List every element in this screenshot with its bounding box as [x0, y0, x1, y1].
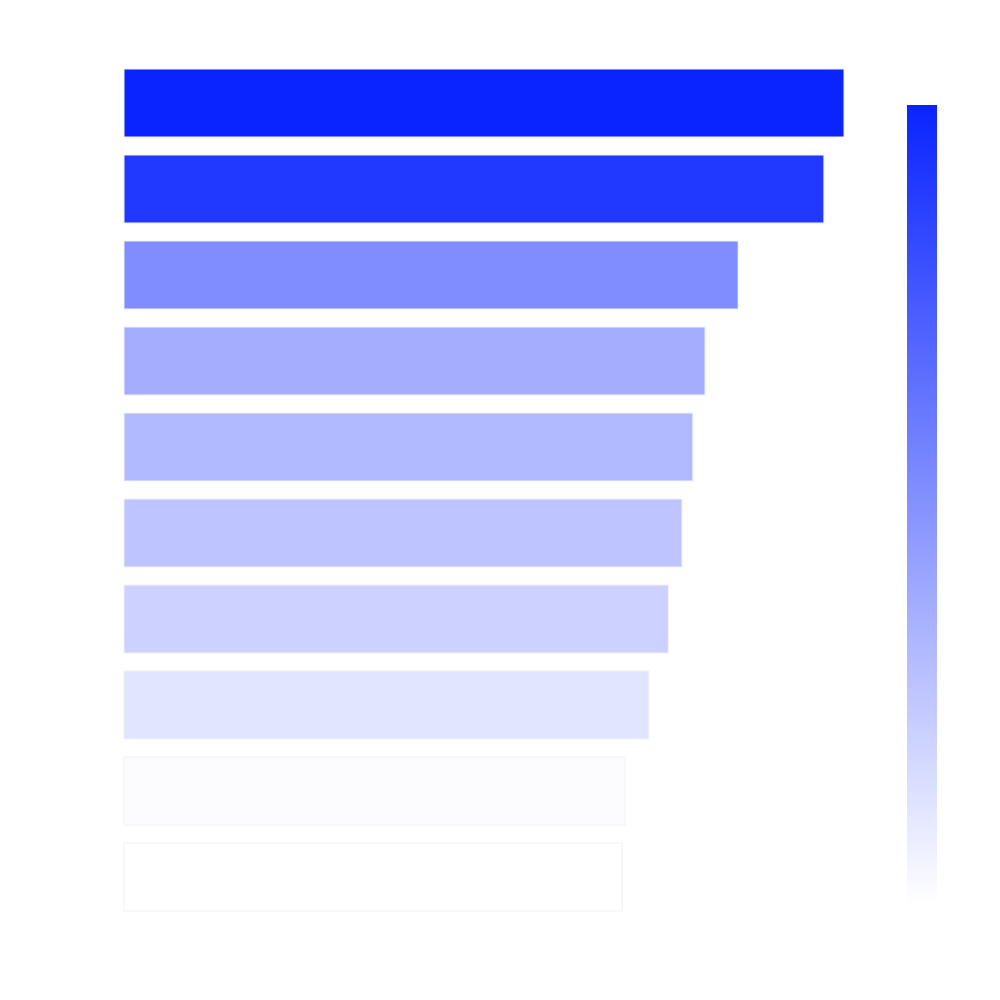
bar	[123, 498, 683, 568]
bar	[123, 240, 739, 310]
bar	[123, 842, 623, 912]
bar	[123, 584, 669, 654]
colorbar	[907, 105, 937, 905]
bar	[123, 154, 825, 224]
bar	[123, 756, 626, 826]
bar	[123, 68, 845, 138]
bar	[123, 326, 706, 396]
bar	[123, 412, 694, 482]
bar	[123, 670, 650, 740]
